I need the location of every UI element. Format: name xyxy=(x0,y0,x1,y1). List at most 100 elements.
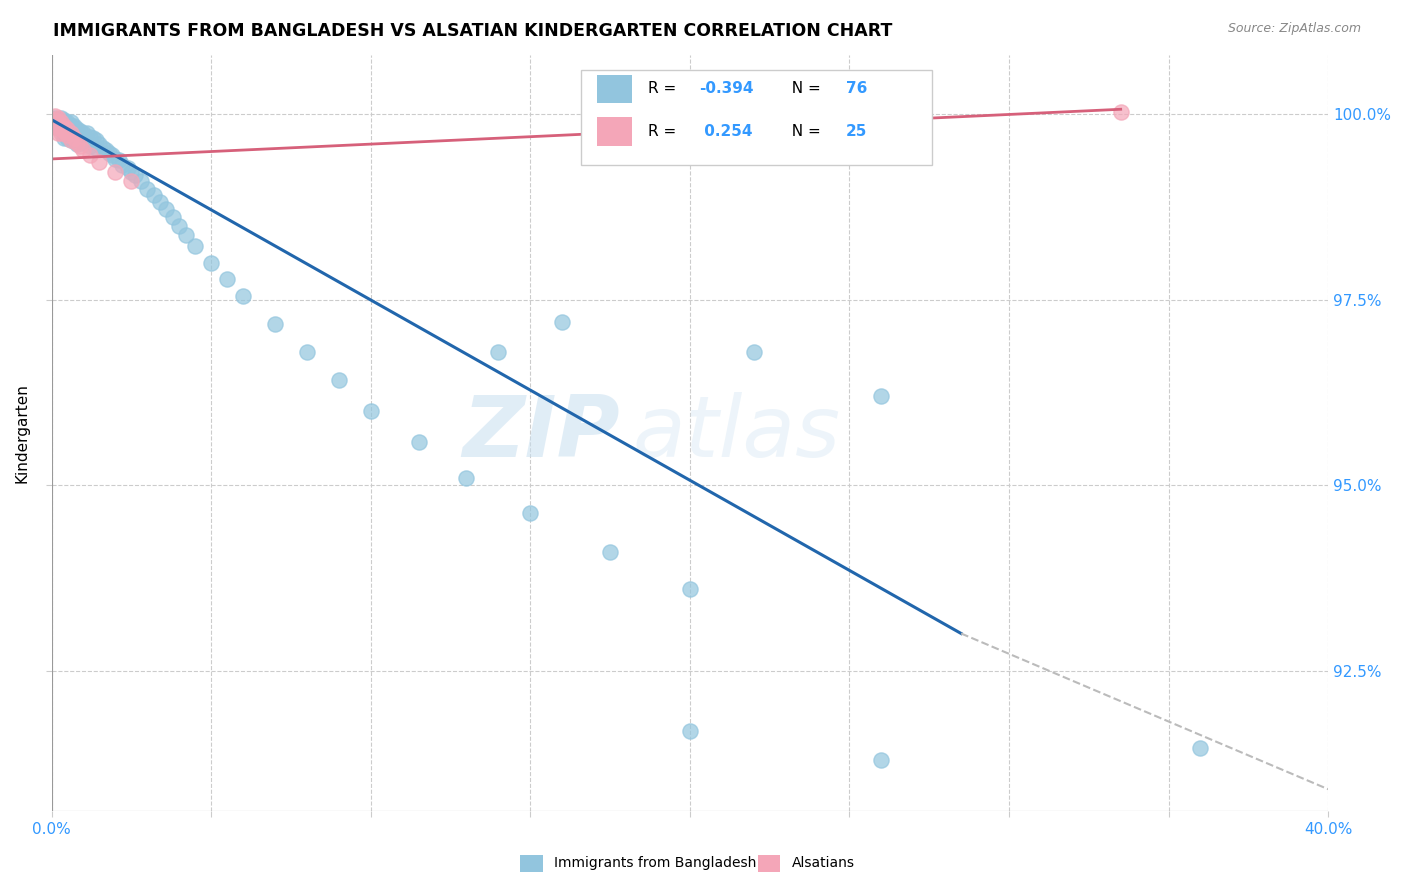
Point xyxy=(59,115,82,129)
Point xyxy=(59,133,82,147)
Point xyxy=(124,168,146,182)
Point xyxy=(56,115,79,129)
Point xyxy=(215,272,238,286)
Point xyxy=(120,174,142,188)
Point xyxy=(53,120,76,135)
Point xyxy=(679,724,702,739)
Point xyxy=(46,126,69,140)
Point xyxy=(107,153,129,168)
Point xyxy=(162,210,184,224)
Point xyxy=(232,289,254,303)
Point xyxy=(53,126,76,140)
Text: N =: N = xyxy=(782,81,825,96)
Point xyxy=(63,124,86,138)
Point xyxy=(104,165,127,179)
Point xyxy=(1109,105,1132,120)
Point xyxy=(200,256,222,270)
Point xyxy=(63,131,86,145)
Point xyxy=(98,146,121,161)
Text: -0.394: -0.394 xyxy=(699,81,754,96)
Point xyxy=(184,239,207,253)
Point xyxy=(167,219,190,233)
Text: R =: R = xyxy=(648,124,681,139)
Point xyxy=(44,109,66,123)
Point xyxy=(79,129,101,144)
Point xyxy=(46,113,69,128)
Point xyxy=(46,120,69,135)
Point xyxy=(66,128,89,143)
Point xyxy=(49,111,72,125)
Point xyxy=(101,148,124,162)
Text: 76: 76 xyxy=(845,81,868,96)
Point xyxy=(76,136,98,150)
FancyBboxPatch shape xyxy=(596,117,633,146)
Point xyxy=(56,124,79,138)
Point xyxy=(89,155,111,169)
Text: Source: ZipAtlas.com: Source: ZipAtlas.com xyxy=(1227,22,1361,36)
Point xyxy=(53,124,76,138)
Y-axis label: Kindergarten: Kindergarten xyxy=(15,384,30,483)
Point xyxy=(149,194,172,209)
Point xyxy=(142,187,165,202)
Point xyxy=(84,141,107,155)
FancyBboxPatch shape xyxy=(596,75,633,103)
Point xyxy=(44,113,66,128)
Text: 25: 25 xyxy=(845,124,868,139)
Point xyxy=(59,133,82,147)
Point xyxy=(44,116,66,130)
Point xyxy=(174,227,197,242)
Point xyxy=(519,507,541,521)
Point xyxy=(456,471,478,485)
Point xyxy=(59,126,82,140)
Point xyxy=(679,582,702,596)
Point xyxy=(111,158,134,172)
Text: R =: R = xyxy=(648,81,681,96)
Point xyxy=(79,148,101,162)
Point xyxy=(551,315,574,329)
Point xyxy=(53,131,76,145)
Point xyxy=(59,120,82,134)
Point xyxy=(295,344,318,359)
Point xyxy=(63,119,86,133)
Point xyxy=(53,119,76,133)
Point xyxy=(72,126,94,140)
Text: Alsatians: Alsatians xyxy=(792,856,855,871)
Point xyxy=(69,133,91,147)
Point xyxy=(59,126,82,140)
Point xyxy=(53,116,76,130)
Point xyxy=(1189,741,1212,756)
Point xyxy=(742,344,765,359)
Point xyxy=(69,138,91,153)
Point xyxy=(486,344,509,359)
Point xyxy=(53,112,76,127)
Point xyxy=(129,174,152,188)
Point xyxy=(44,111,66,125)
Point xyxy=(599,545,621,559)
Point xyxy=(136,181,159,195)
Point xyxy=(117,161,139,175)
Point xyxy=(94,143,117,157)
Text: IMMIGRANTS FROM BANGLADESH VS ALSATIAN KINDERGARTEN CORRELATION CHART: IMMIGRANTS FROM BANGLADESH VS ALSATIAN K… xyxy=(53,22,893,40)
Point xyxy=(44,119,66,133)
FancyBboxPatch shape xyxy=(581,70,932,165)
Point xyxy=(56,122,79,136)
Point xyxy=(49,120,72,134)
Point xyxy=(76,126,98,140)
Point xyxy=(155,202,177,217)
Point xyxy=(870,753,893,767)
Point xyxy=(82,131,104,145)
Text: Immigrants from Bangladesh: Immigrants from Bangladesh xyxy=(554,856,756,871)
Point xyxy=(72,143,94,157)
Point xyxy=(56,131,79,145)
Text: N =: N = xyxy=(782,124,825,139)
Point xyxy=(66,136,89,150)
Point xyxy=(66,122,89,136)
Point xyxy=(49,122,72,136)
Text: atlas: atlas xyxy=(633,392,841,475)
Text: ZIP: ZIP xyxy=(463,392,620,475)
Point xyxy=(408,435,430,450)
Point xyxy=(264,317,287,331)
Point xyxy=(104,152,127,166)
Point xyxy=(49,115,72,129)
Point xyxy=(120,165,142,179)
